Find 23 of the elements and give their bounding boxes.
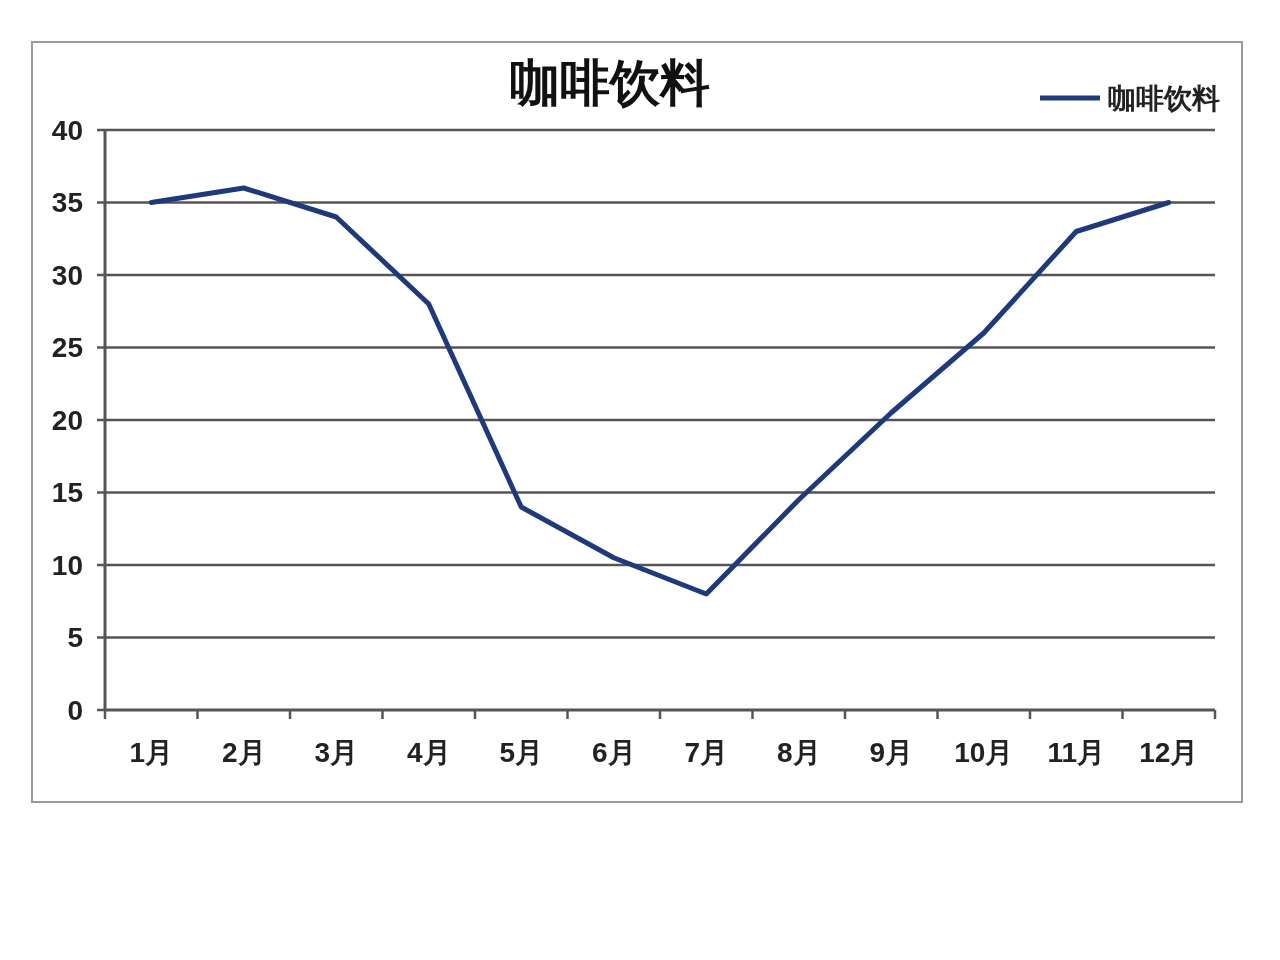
y-tick-label: 40	[51, 114, 83, 146]
x-tick-label: 5月	[499, 736, 544, 768]
x-tick-label: 3月	[314, 736, 359, 768]
y-tick-label: 10	[51, 549, 83, 581]
x-tick-label: 10月	[954, 736, 1014, 768]
y-tick-label: 35	[51, 187, 83, 218]
x-tick-label: 6月	[591, 736, 636, 768]
x-tick-label: 1月	[129, 736, 174, 768]
x-tick-label: 9月	[869, 736, 914, 768]
x-tick-label: 8月	[776, 736, 821, 768]
y-tick-label: 25	[51, 332, 83, 363]
x-tick-label: 4月	[406, 736, 451, 768]
legend-label: 咖啡饮料	[1108, 82, 1220, 114]
chart-title: 咖啡饮料	[510, 55, 710, 111]
y-tick-label: 20	[51, 404, 83, 436]
x-tick-label: 2月	[221, 736, 266, 768]
y-tick-label: 15	[51, 477, 83, 508]
x-tick-label: 7月	[684, 736, 729, 768]
y-tick-label: 0	[67, 694, 83, 726]
x-tick-label: 12月	[1139, 736, 1199, 768]
x-tick-label: 11月	[1047, 736, 1106, 768]
y-tick-label: 5	[67, 622, 83, 653]
y-tick-label: 30	[51, 259, 83, 291]
